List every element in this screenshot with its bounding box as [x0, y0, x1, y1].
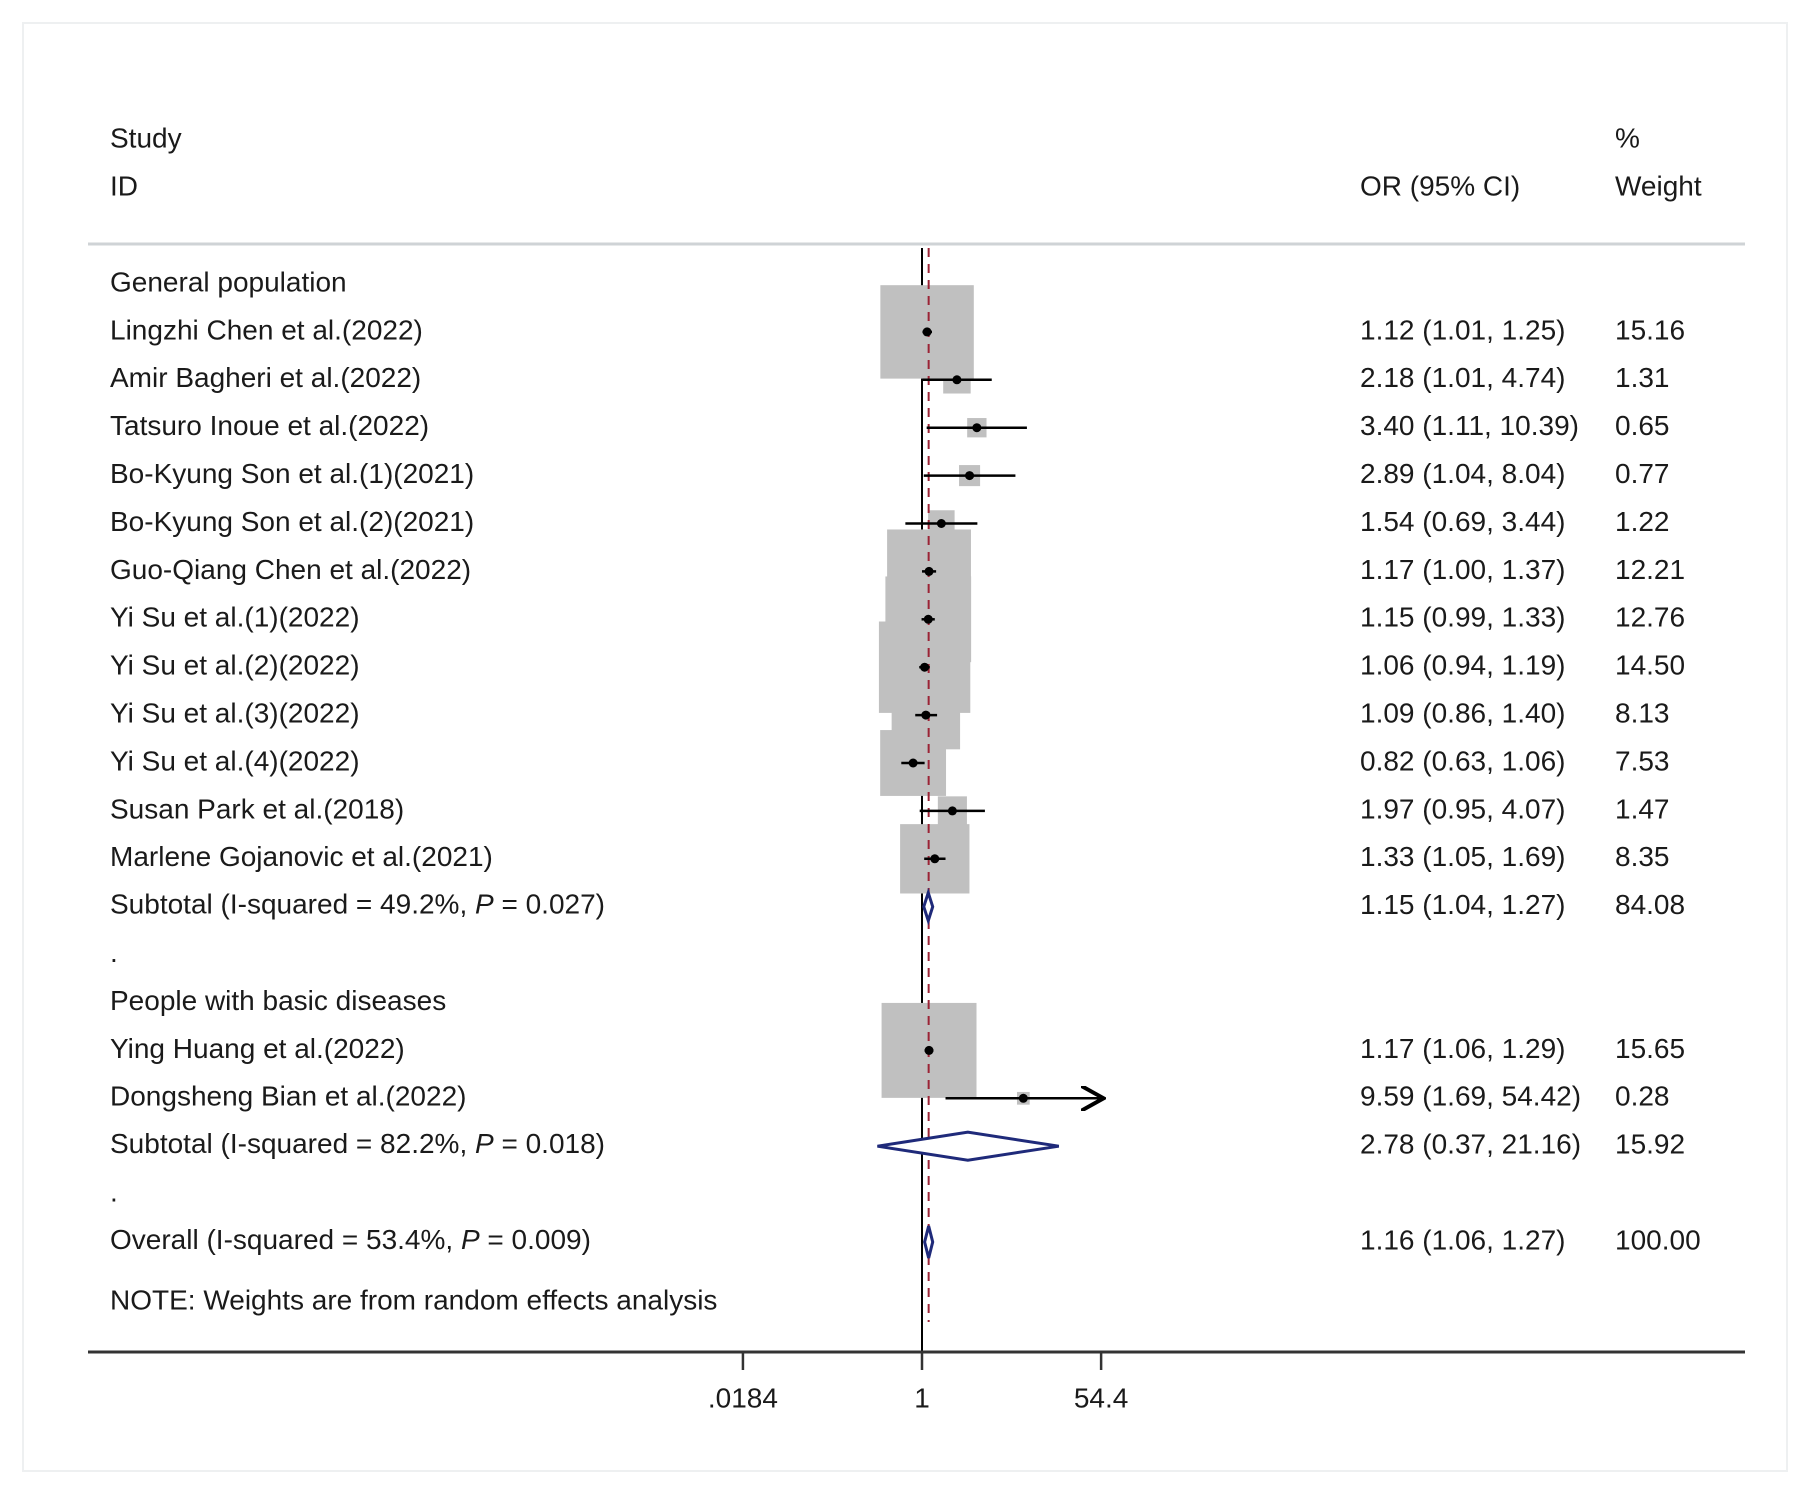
study-weight: 7.53 [1615, 745, 1670, 776]
group-label: People with basic diseases [110, 985, 446, 1016]
header-weight: Weight [1615, 170, 1702, 201]
study-point-estimate [922, 327, 932, 337]
header-study: Study [110, 122, 182, 153]
study-weight: 15.16 [1615, 314, 1685, 345]
subtotal-weight: 84.08 [1615, 889, 1685, 920]
study-label: Yi Su et al.(4)(2022) [110, 745, 360, 776]
study-point-estimate [965, 471, 975, 481]
x-tick-label: .0184 [708, 1382, 778, 1413]
study-point-estimate [1018, 1093, 1028, 1103]
study-label: Tatsuro Inoue et al.(2022) [110, 410, 429, 441]
study-point-estimate [924, 1045, 934, 1055]
study-weight: 8.35 [1615, 841, 1670, 872]
study-point-estimate [921, 710, 931, 720]
study-label: Guo-Qiang Chen et al.(2022) [110, 554, 471, 585]
study-label: Yi Su et al.(2)(2022) [110, 650, 360, 681]
study-or-ci: 1.12 (1.01, 1.25) [1360, 314, 1565, 345]
study-weight: 1.47 [1615, 793, 1670, 824]
study-weight: 8.13 [1615, 697, 1670, 728]
study-point-estimate [930, 854, 940, 864]
study-label: Ying Huang et al.(2022) [110, 1033, 405, 1064]
study-weight: 1.22 [1615, 506, 1670, 537]
study-weight: 12.21 [1615, 554, 1685, 585]
study-weight: 12.76 [1615, 602, 1685, 633]
figure-frame [22, 22, 1788, 1472]
subtotal-diamond [877, 1130, 1060, 1162]
study-or-ci: 1.17 (1.06, 1.29) [1360, 1033, 1565, 1064]
study-label: Bo-Kyung Son et al.(1)(2021) [110, 458, 474, 489]
study-or-ci: 1.06 (0.94, 1.19) [1360, 650, 1565, 681]
study-point-estimate [936, 519, 946, 528]
subtotal-weight: 15.92 [1615, 1129, 1685, 1160]
study-weight: 1.31 [1615, 362, 1670, 393]
study-label: Lingzhi Chen et al.(2022) [110, 314, 423, 345]
study-weight: 0.28 [1615, 1081, 1670, 1112]
overall-label: Overall (I-squared = 53.4%, P = 0.009) [110, 1224, 591, 1255]
spacer-dot: . [110, 937, 118, 968]
study-or-ci: 0.82 (0.63, 1.06) [1360, 745, 1565, 776]
study-weight: 14.50 [1615, 650, 1685, 681]
study-label: Amir Bagheri et al.(2022) [110, 362, 421, 393]
header-percent: % [1615, 122, 1640, 153]
study-point-estimate [947, 806, 957, 816]
header-id: ID [110, 170, 138, 201]
study-or-ci: 1.33 (1.05, 1.69) [1360, 841, 1565, 872]
x-tick-label: 1 [914, 1382, 930, 1413]
study-or-ci: 1.15 (0.99, 1.33) [1360, 602, 1565, 633]
study-or-ci: 3.40 (1.11, 10.39) [1360, 410, 1579, 441]
overall-or-ci: 1.16 (1.06, 1.27) [1360, 1224, 1565, 1255]
study-label: Yi Su et al.(3)(2022) [110, 697, 360, 728]
study-weight: 0.65 [1615, 410, 1670, 441]
overall-diamond [923, 1225, 935, 1259]
overall-weight: 100.00 [1615, 1224, 1701, 1255]
note-text: NOTE: Weights are from random effects an… [110, 1284, 717, 1315]
study-or-ci: 9.59 (1.69, 54.42) [1360, 1081, 1581, 1112]
study-point-estimate [924, 566, 934, 576]
subtotal-or-ci: 1.15 (1.04, 1.27) [1360, 889, 1565, 920]
study-label: Bo-Kyung Son et al.(2)(2021) [110, 506, 474, 537]
study-or-ci: 2.89 (1.04, 8.04) [1360, 458, 1565, 489]
study-or-ci: 1.97 (0.95, 4.07) [1360, 793, 1565, 824]
subtotal-label: Subtotal (I-squared = 82.2%, P = 0.018) [110, 1129, 605, 1160]
study-point-estimate [923, 614, 933, 624]
study-or-ci: 2.18 (1.01, 4.74) [1360, 362, 1565, 393]
study-point-estimate [908, 758, 918, 768]
study-weight: 0.77 [1615, 458, 1670, 489]
study-label: Yi Su et al.(1)(2022) [110, 602, 360, 633]
study-weight: 15.65 [1615, 1033, 1685, 1064]
x-tick-label: 54.4 [1074, 1382, 1129, 1413]
study-or-ci: 1.17 (1.00, 1.37) [1360, 554, 1565, 585]
study-point-estimate [920, 662, 930, 672]
study-or-ci: 1.54 (0.69, 3.44) [1360, 506, 1565, 537]
subtotal-label: Subtotal (I-squared = 49.2%, P = 0.027) [110, 889, 605, 920]
study-or-ci: 1.09 (0.86, 1.40) [1360, 697, 1565, 728]
group-label: General population [110, 266, 347, 297]
study-point-estimate [972, 423, 982, 433]
subtotal-diamond [922, 887, 935, 926]
study-label: Susan Park et al.(2018) [110, 793, 404, 824]
study-label: Marlene Gojanovic et al.(2021) [110, 841, 493, 872]
header-or-ci: OR (95% CI) [1360, 170, 1520, 201]
study-point-estimate [952, 375, 962, 385]
study-label: Dongsheng Bian et al.(2022) [110, 1081, 466, 1112]
spacer-dot: . [110, 1176, 118, 1207]
subtotal-or-ci: 2.78 (0.37, 21.16) [1360, 1129, 1581, 1160]
